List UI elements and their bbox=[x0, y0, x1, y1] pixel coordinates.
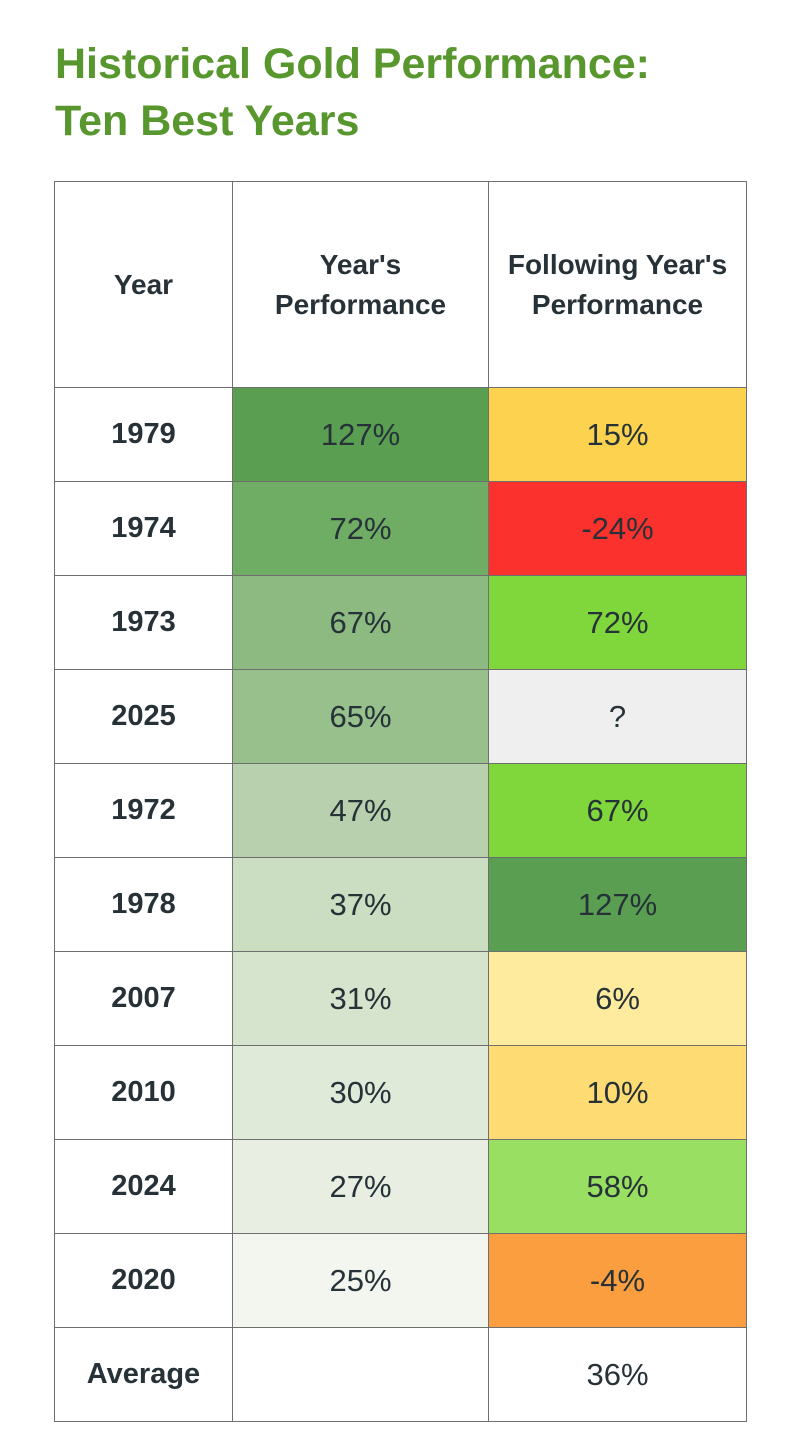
average-following-cell: 36% bbox=[488, 1327, 747, 1422]
table-row: 1972 47% 67% bbox=[54, 763, 747, 858]
performance-cell: 47% bbox=[232, 763, 489, 858]
table-row: 2010 30% 10% bbox=[54, 1045, 747, 1140]
table-row: 2020 25% -4% bbox=[54, 1233, 747, 1328]
performance-cell: 30% bbox=[232, 1045, 489, 1140]
following-performance-cell: ? bbox=[488, 669, 747, 764]
average-label-cell: Average bbox=[54, 1327, 233, 1422]
table-header-row: Year Year's Performance Following Year's… bbox=[54, 181, 747, 388]
table-row: 1973 67% 72% bbox=[54, 575, 747, 670]
year-cell: 1972 bbox=[54, 763, 233, 858]
year-cell: 2024 bbox=[54, 1139, 233, 1234]
table-average-row: Average 36% bbox=[54, 1327, 747, 1422]
following-performance-cell: 67% bbox=[488, 763, 747, 858]
following-performance-cell: 10% bbox=[488, 1045, 747, 1140]
following-performance-cell: -4% bbox=[488, 1233, 747, 1328]
following-performance-cell: 58% bbox=[488, 1139, 747, 1234]
year-cell: 2020 bbox=[54, 1233, 233, 1328]
year-cell: 1979 bbox=[54, 387, 233, 482]
following-performance-cell: 127% bbox=[488, 857, 747, 952]
following-performance-cell: 72% bbox=[488, 575, 747, 670]
table-row: 1978 37% 127% bbox=[54, 857, 747, 952]
following-performance-cell: 15% bbox=[488, 387, 747, 482]
year-cell: 2025 bbox=[54, 669, 233, 764]
table-row: 1974 72% -24% bbox=[54, 481, 747, 576]
gold-performance-table: Year Year's Performance Following Year's… bbox=[54, 181, 747, 1422]
performance-cell: 31% bbox=[232, 951, 489, 1046]
header-years-performance: Year's Performance bbox=[232, 181, 489, 388]
year-cell: 1973 bbox=[54, 575, 233, 670]
table-row: 2025 65% ? bbox=[54, 669, 747, 764]
table-row: 2024 27% 58% bbox=[54, 1139, 747, 1234]
performance-cell: 72% bbox=[232, 481, 489, 576]
average-performance-cell bbox=[232, 1327, 489, 1422]
year-cell: 2007 bbox=[54, 951, 233, 1046]
page-title-line2: Ten Best Years bbox=[55, 96, 360, 145]
year-cell: 1978 bbox=[54, 857, 233, 952]
table-row: 1979 127% 15% bbox=[54, 387, 747, 482]
year-cell: 1974 bbox=[54, 481, 233, 576]
header-following-years-performance: Following Year's Performance bbox=[488, 181, 747, 388]
performance-cell: 127% bbox=[232, 387, 489, 482]
page-title-line1: Historical Gold Performance: bbox=[55, 40, 650, 88]
performance-cell: 67% bbox=[232, 575, 489, 670]
performance-cell: 37% bbox=[232, 857, 489, 952]
page-title: Historical Gold Performance: Ten Best Ye… bbox=[55, 36, 765, 150]
following-performance-cell: 6% bbox=[488, 951, 747, 1046]
year-cell: 2010 bbox=[54, 1045, 233, 1140]
performance-cell: 25% bbox=[232, 1233, 489, 1328]
performance-cell: 65% bbox=[232, 669, 489, 764]
following-performance-cell: -24% bbox=[488, 481, 747, 576]
performance-cell: 27% bbox=[232, 1139, 489, 1234]
header-year: Year bbox=[54, 181, 233, 388]
table-row: 2007 31% 6% bbox=[54, 951, 747, 1046]
